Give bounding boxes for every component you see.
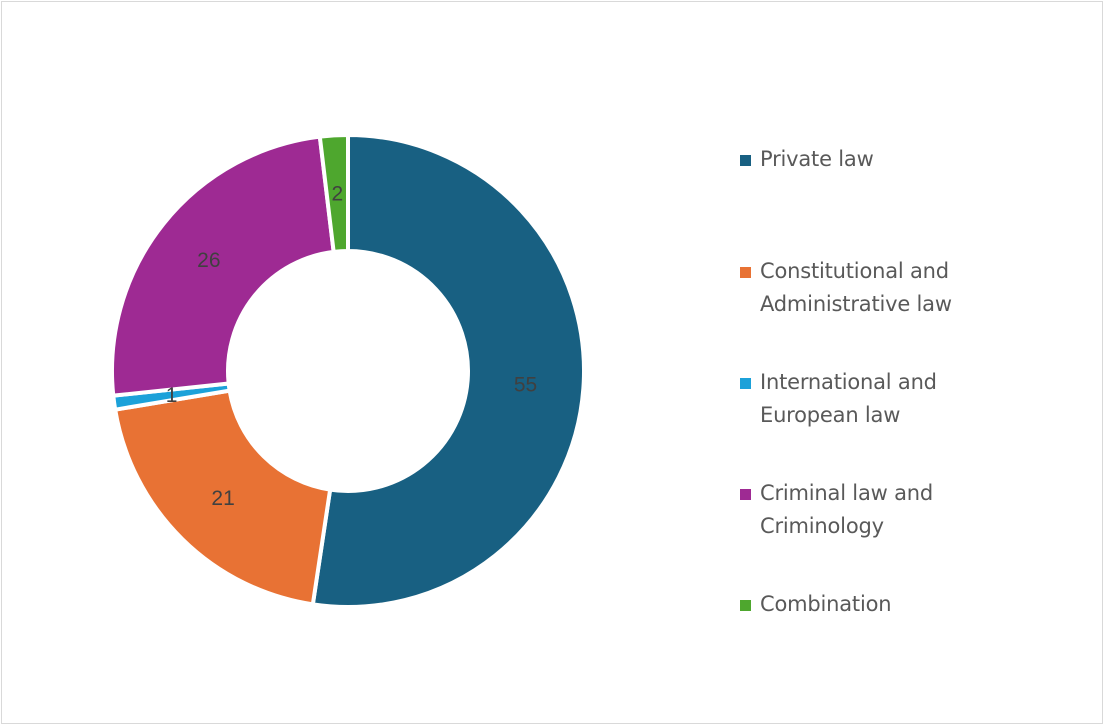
legend-item-constitutional-law: Constitutional and Administrative law — [740, 255, 990, 321]
data-label: 2 — [332, 182, 344, 205]
data-label: 55 — [514, 373, 537, 396]
donut-slice — [310, 133, 586, 609]
data-label: 26 — [197, 249, 220, 272]
legend-label: Combination — [760, 592, 892, 616]
legend-swatch-icon — [740, 267, 751, 278]
donut-slices — [110, 133, 586, 609]
legend-swatch-icon — [740, 600, 751, 611]
legend-item-international-law: International and European law — [740, 366, 990, 432]
donut-slice — [113, 388, 333, 607]
data-label: 1 — [166, 384, 178, 407]
legend-label: International and European law — [760, 370, 937, 427]
donut-slice — [317, 133, 350, 254]
legend-label: Private law — [760, 147, 874, 171]
legend-swatch-icon — [740, 378, 751, 389]
legend-item-private-law: Private law — [740, 143, 990, 176]
legend-label: Criminal law and Criminology — [760, 481, 933, 538]
legend-item-combination: Combination — [740, 588, 990, 621]
legend-item-criminal-law: Criminal law and Criminology — [740, 477, 990, 543]
legend-label: Constitutional and Administrative law — [760, 259, 952, 316]
legend-swatch-icon — [740, 489, 751, 500]
data-label: 21 — [211, 487, 234, 510]
data-labels: 55 21 1 26 2 — [166, 182, 537, 509]
legend-swatch-icon — [740, 155, 751, 166]
donut-slice — [110, 134, 336, 398]
